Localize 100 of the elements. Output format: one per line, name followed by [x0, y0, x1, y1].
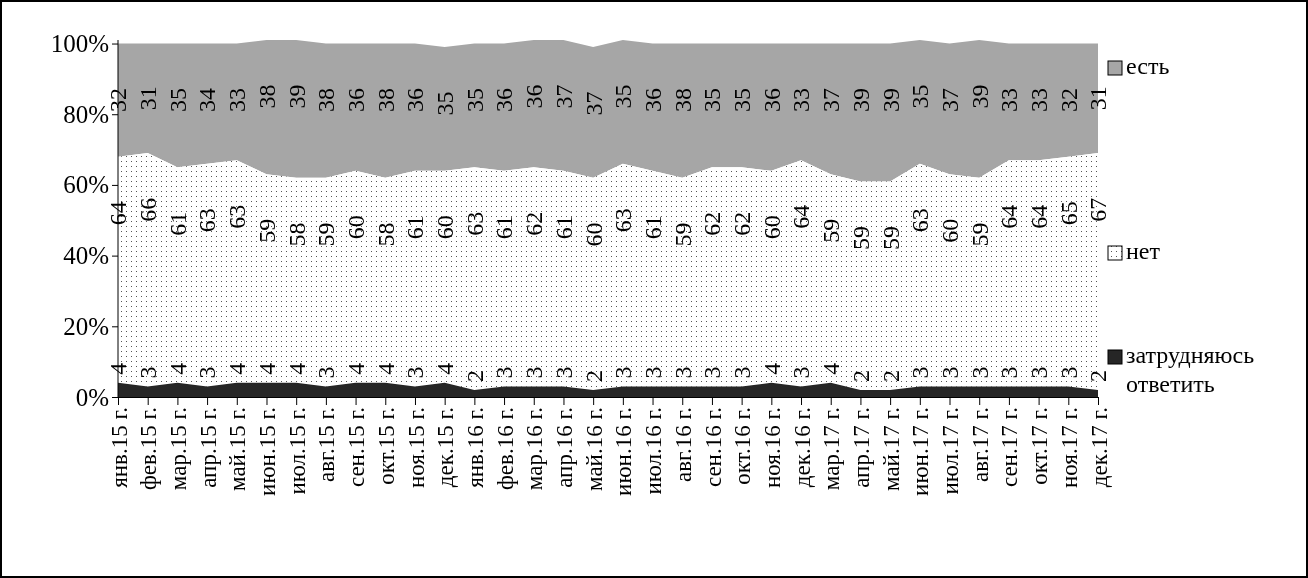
data-label: 64 [996, 204, 1023, 229]
data-label: 39 [847, 88, 874, 113]
data-label: 36 [402, 88, 429, 113]
data-label: 4 [758, 362, 785, 375]
data-label: 31 [135, 86, 162, 111]
data-label: 35 [610, 84, 637, 109]
data-label: 63 [224, 204, 251, 229]
data-label: 3 [936, 366, 963, 379]
data-label: 59 [669, 222, 696, 247]
data-label: 4 [342, 362, 369, 375]
data-label: 3 [966, 366, 993, 379]
data-label: 32 [1055, 88, 1082, 113]
legend-label: затрудняюсь ответить [1126, 342, 1255, 397]
data-label: 3 [788, 366, 815, 379]
data-label: 3 [521, 366, 548, 379]
data-label: 3 [610, 366, 637, 379]
data-label: 3 [907, 366, 934, 379]
y-tick-label: 20% [63, 312, 109, 340]
x-tick-label: авг.15 г. [314, 407, 340, 482]
x-tick-label: фев.15 г. [136, 407, 162, 491]
x-tick-label: ноя.15 г. [403, 407, 429, 489]
data-label: 62 [521, 211, 548, 236]
y-tick-label: 40% [63, 242, 109, 270]
data-label: 33 [224, 88, 251, 113]
x-tick-label: ноя.16 г. [759, 407, 785, 489]
x-tick-label: июл.16 г. [641, 407, 667, 495]
data-label: 61 [639, 215, 666, 240]
x-tick-label: май.16 г. [581, 407, 607, 492]
x-tick-label: июн.16 г. [611, 407, 637, 496]
x-tick-label: окт.17 г. [1027, 407, 1053, 485]
data-label: 64 [788, 204, 815, 229]
data-label: 60 [580, 222, 607, 247]
data-label: 60 [342, 215, 369, 240]
data-label: 35 [699, 88, 726, 113]
data-label: 3 [313, 366, 340, 379]
data-label: 60 [758, 215, 785, 240]
data-label: 3 [402, 366, 429, 379]
data-label: 38 [253, 84, 280, 109]
y-tick-label: 100% [50, 30, 109, 58]
y-tick-label: 0% [75, 383, 109, 411]
data-label: 36 [521, 84, 548, 109]
x-tick-label: ноя.17 г. [1056, 407, 1082, 489]
data-label: 61 [550, 215, 577, 240]
data-label: 4 [164, 362, 191, 375]
data-label: 35 [729, 88, 756, 113]
data-label: 33 [996, 88, 1023, 113]
data-label: 59 [877, 225, 904, 250]
data-label: 33 [788, 88, 815, 113]
x-tick-label: июн.15 г. [255, 407, 281, 496]
x-tick-label: мар.15 г. [165, 407, 191, 491]
data-label: 37 [580, 91, 607, 116]
data-label: 34 [194, 88, 221, 113]
x-tick-label: дек.17 г. [1086, 407, 1112, 488]
x-tick-label: сен.17 г. [997, 407, 1023, 488]
x-tick-label: окт.16 г. [730, 407, 756, 485]
legend-label: есть [1126, 53, 1170, 79]
data-label: 60 [432, 215, 459, 240]
data-label: 36 [758, 88, 785, 113]
data-label: 3 [135, 366, 162, 379]
data-label: 59 [966, 222, 993, 247]
data-label: 39 [877, 88, 904, 113]
data-label: 3 [669, 366, 696, 379]
data-label: 35 [907, 84, 934, 109]
data-label: 39 [966, 84, 993, 109]
x-tick-label: фев.16 г. [492, 407, 518, 491]
data-label: 35 [164, 88, 191, 113]
data-label: 58 [283, 222, 310, 247]
data-label: 36 [491, 88, 518, 113]
data-label: 3 [491, 366, 518, 379]
data-label: 4 [432, 362, 459, 375]
data-label: 65 [1055, 201, 1082, 226]
data-label: 4 [283, 362, 310, 375]
data-label: 62 [729, 211, 756, 236]
data-label: 35 [461, 88, 488, 113]
y-tick-label: 60% [63, 171, 109, 199]
x-tick-label: окт.15 г. [373, 407, 399, 485]
data-label: 31 [1085, 86, 1112, 111]
data-label: 38 [669, 88, 696, 113]
data-label: 63 [461, 211, 488, 236]
data-label: 64 [1026, 204, 1053, 229]
data-label: 2 [580, 369, 607, 382]
x-tick-label: апр.17 г. [848, 407, 874, 488]
data-label: 59 [313, 222, 340, 247]
data-label: 59 [847, 225, 874, 250]
x-tick-label: июл.15 г. [284, 407, 310, 495]
data-label: 37 [818, 88, 845, 113]
data-label: 66 [135, 197, 162, 222]
data-label: 38 [313, 88, 340, 113]
data-label: 39 [283, 84, 310, 109]
x-tick-label: мар.16 г. [522, 407, 548, 491]
data-label: 3 [729, 366, 756, 379]
data-label: 2 [461, 369, 488, 382]
x-tick-label: сен.16 г. [700, 407, 726, 488]
data-label: 62 [699, 211, 726, 236]
data-label: 3 [996, 366, 1023, 379]
data-label: 60 [936, 218, 963, 243]
data-label: 61 [402, 215, 429, 240]
data-label: 61 [491, 215, 518, 240]
data-label: 59 [253, 218, 280, 243]
x-tick-label: июн.17 г. [908, 407, 934, 496]
